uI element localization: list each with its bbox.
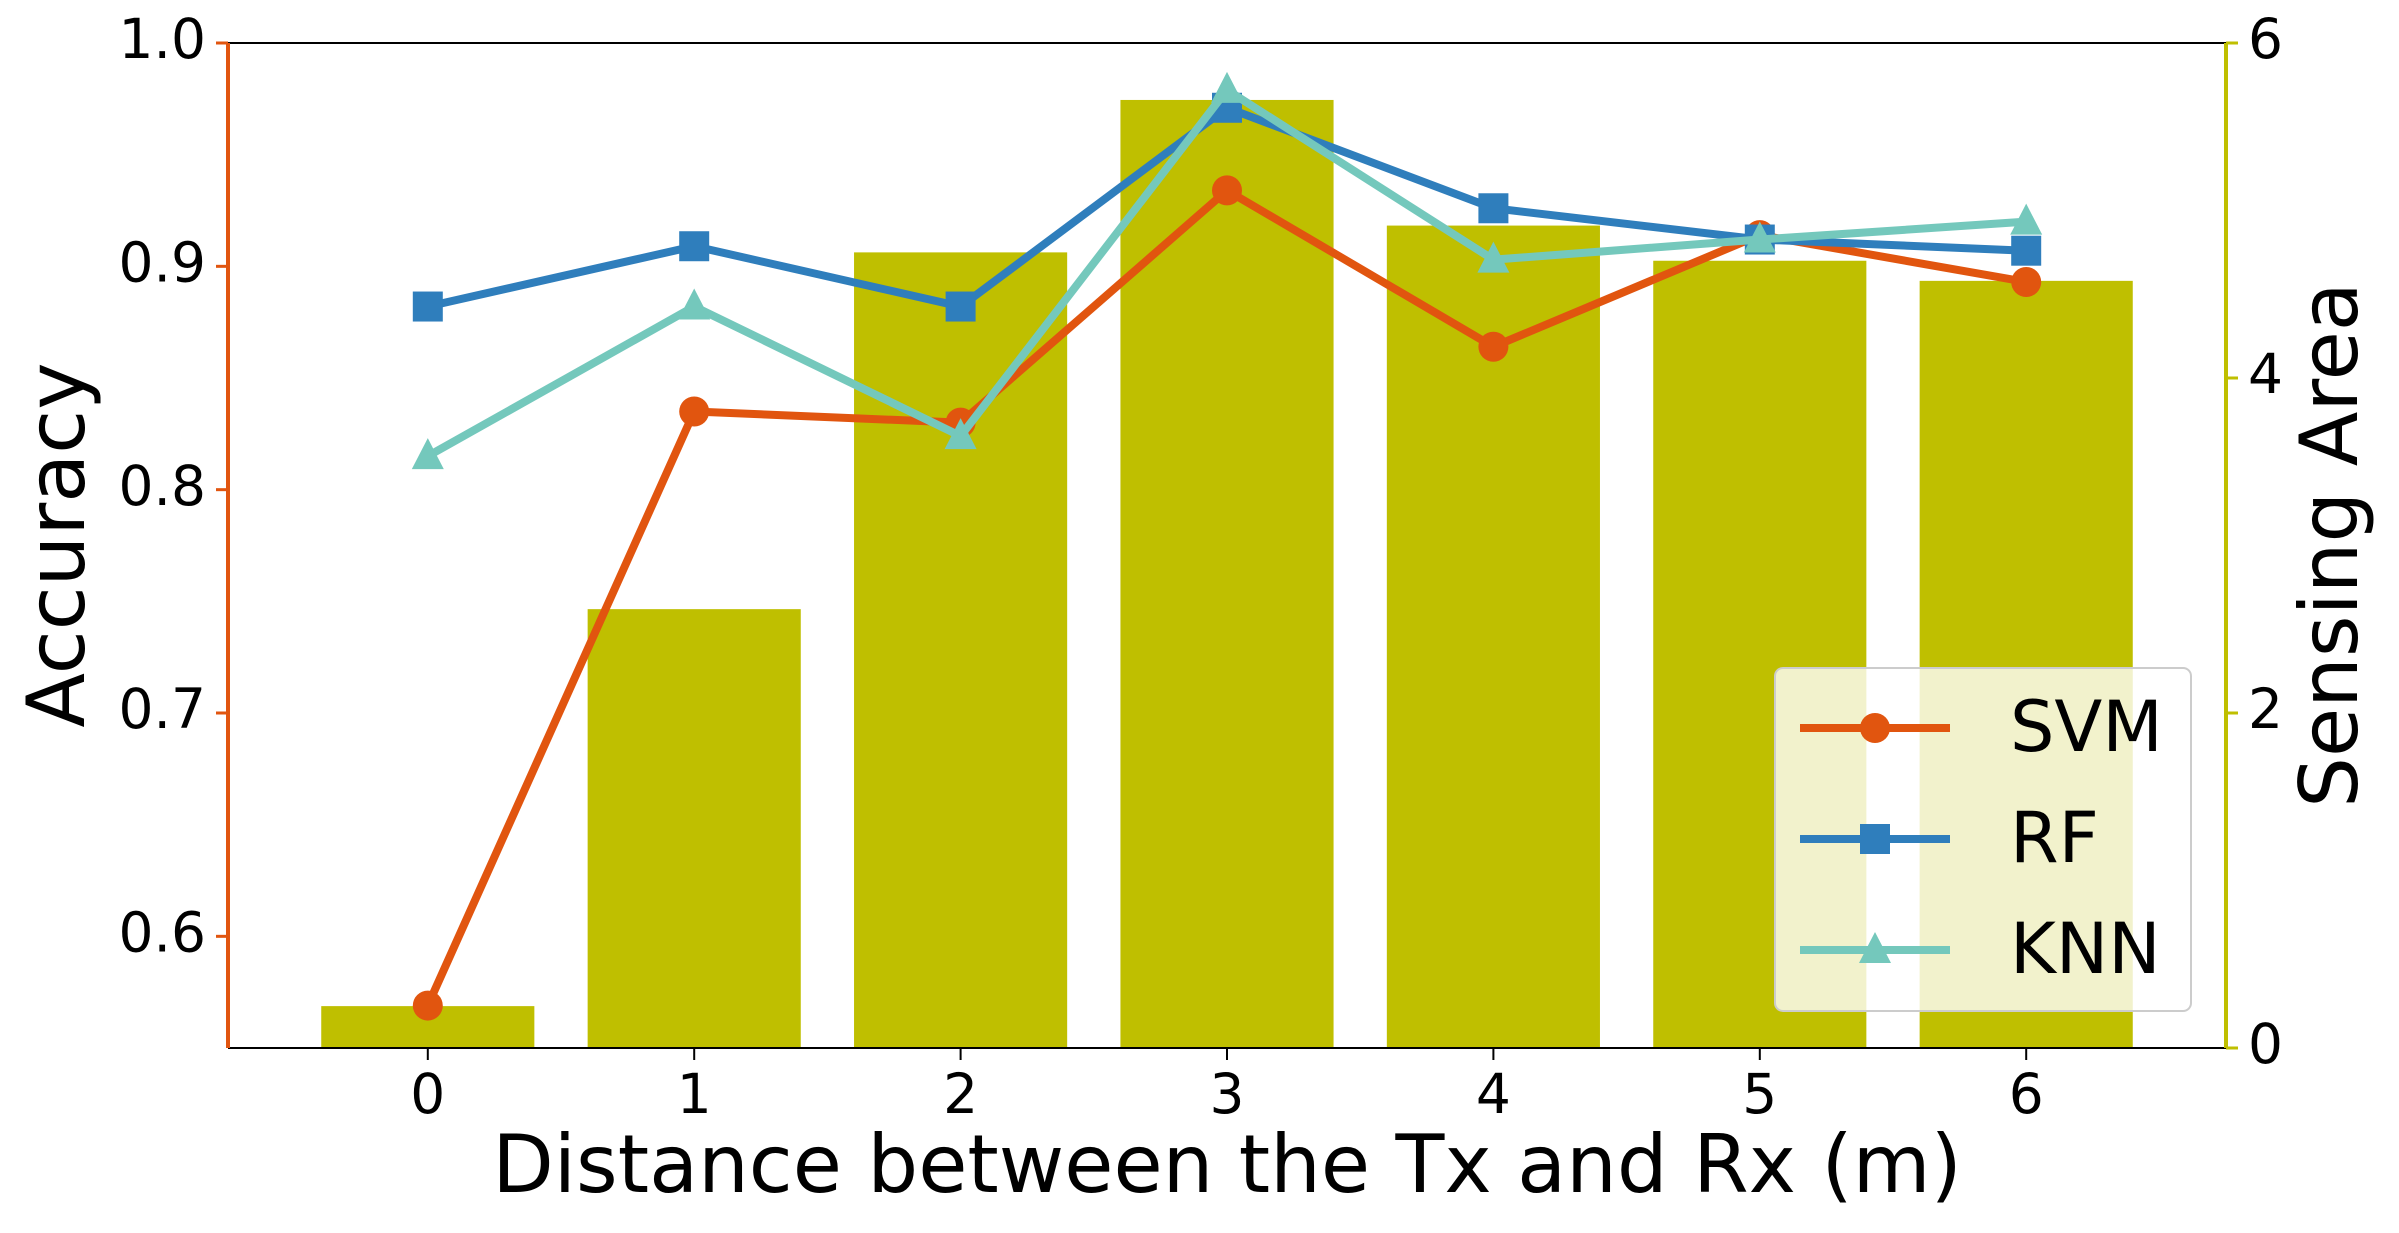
marker: [1477, 241, 1510, 273]
marker: [944, 418, 977, 450]
x-tick-label: 3: [1210, 1062, 1245, 1126]
legend-marker: [1860, 713, 1890, 743]
y-tick-label: 0.6: [119, 900, 206, 964]
x-tick-label: 2: [943, 1062, 978, 1126]
legend-box: [1774, 667, 2192, 1012]
marker: [1743, 221, 1776, 253]
marker: [412, 291, 443, 322]
marker: [2011, 235, 2042, 266]
y-tick-label: 1.0: [119, 7, 206, 71]
y-tick-label: 0.7: [119, 677, 206, 741]
marker: [679, 396, 710, 427]
bar: [1120, 99, 1334, 1048]
x-tick-label: 5: [1742, 1062, 1777, 1126]
marker: [1211, 71, 1243, 103]
marker: [2011, 266, 2042, 297]
legend-marker: [1860, 824, 1890, 854]
x-tick-label: 6: [2009, 1062, 2044, 1126]
marker: [2010, 203, 2043, 235]
marker: [412, 990, 443, 1021]
marker: [945, 291, 976, 322]
y2-axis-label: Sensing Area: [2283, 282, 2376, 808]
marker: [1478, 331, 1509, 362]
y2-tick-label: 0: [2248, 1012, 2283, 1076]
marker: [679, 231, 710, 262]
marker: [411, 438, 444, 470]
legend-marker: [1859, 932, 1891, 963]
legend-label: RF: [2010, 797, 2099, 879]
legend: SVM RF KNN: [1774, 667, 2192, 1012]
y2-tick-label: 4: [2248, 342, 2283, 406]
marker: [1212, 175, 1242, 206]
x-tick-label: 0: [410, 1062, 445, 1126]
legend-label: KNN: [2010, 908, 2161, 990]
x-tick-label: 4: [1476, 1062, 1511, 1126]
x-axis-label: Distance between the Tx and Rx (m): [492, 1118, 1962, 1211]
y2-tick-label: 6: [2248, 7, 2283, 71]
y-tick-label: 0.9: [119, 230, 206, 294]
marker: [1478, 193, 1509, 224]
legend-label: SVM: [2010, 686, 2163, 768]
bar: [1386, 225, 1600, 1048]
bar: [587, 609, 801, 1048]
marker: [678, 288, 711, 320]
y2-tick-label: 2: [2248, 677, 2283, 741]
y-axis-label: Accuracy: [10, 362, 103, 727]
y-tick-label: 0.8: [119, 454, 206, 518]
bar: [854, 252, 1068, 1048]
x-tick-label: 1: [677, 1062, 712, 1126]
